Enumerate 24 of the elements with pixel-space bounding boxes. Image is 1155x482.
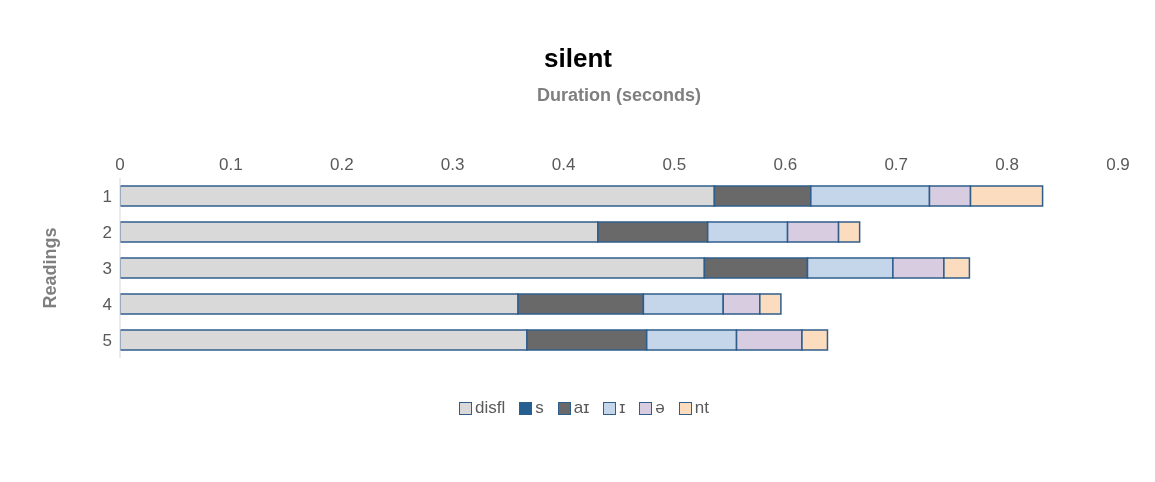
x-tick-label: 0 xyxy=(115,155,125,174)
y-axis-title: Readings xyxy=(40,227,61,309)
chart-title: silent xyxy=(543,42,613,75)
y-tick-label: 4 xyxy=(102,295,112,315)
x-tick-label: 0.3 xyxy=(440,155,465,174)
x-tick-label: 0.9 xyxy=(1106,155,1130,174)
x-tick-label: 0.4 xyxy=(551,155,576,174)
x-tick-label: 0.1 xyxy=(219,155,243,174)
legend-label: aɪ xyxy=(573,398,590,418)
y-tick-label: 2 xyxy=(102,223,112,243)
x-tick-label: 0.6 xyxy=(773,155,798,174)
x-tick-label: 0.7 xyxy=(884,155,909,174)
legend-label: nt xyxy=(694,398,709,418)
y-tick-label: 3 xyxy=(102,259,112,279)
x-tick-label: 0.5 xyxy=(662,155,687,174)
x-tick-label: 0.8 xyxy=(995,155,1019,174)
legend-label: disfl xyxy=(475,398,506,418)
legend-label: ə xyxy=(655,398,665,418)
y-tick-label: 1 xyxy=(102,187,112,207)
x-axis-title: Duration (seconds) xyxy=(536,84,702,105)
x-tick-label: 0.2 xyxy=(329,155,354,174)
legend-label: ɪ xyxy=(619,398,626,418)
y-tick-label: 5 xyxy=(102,331,112,351)
legend-label: s xyxy=(535,398,544,418)
